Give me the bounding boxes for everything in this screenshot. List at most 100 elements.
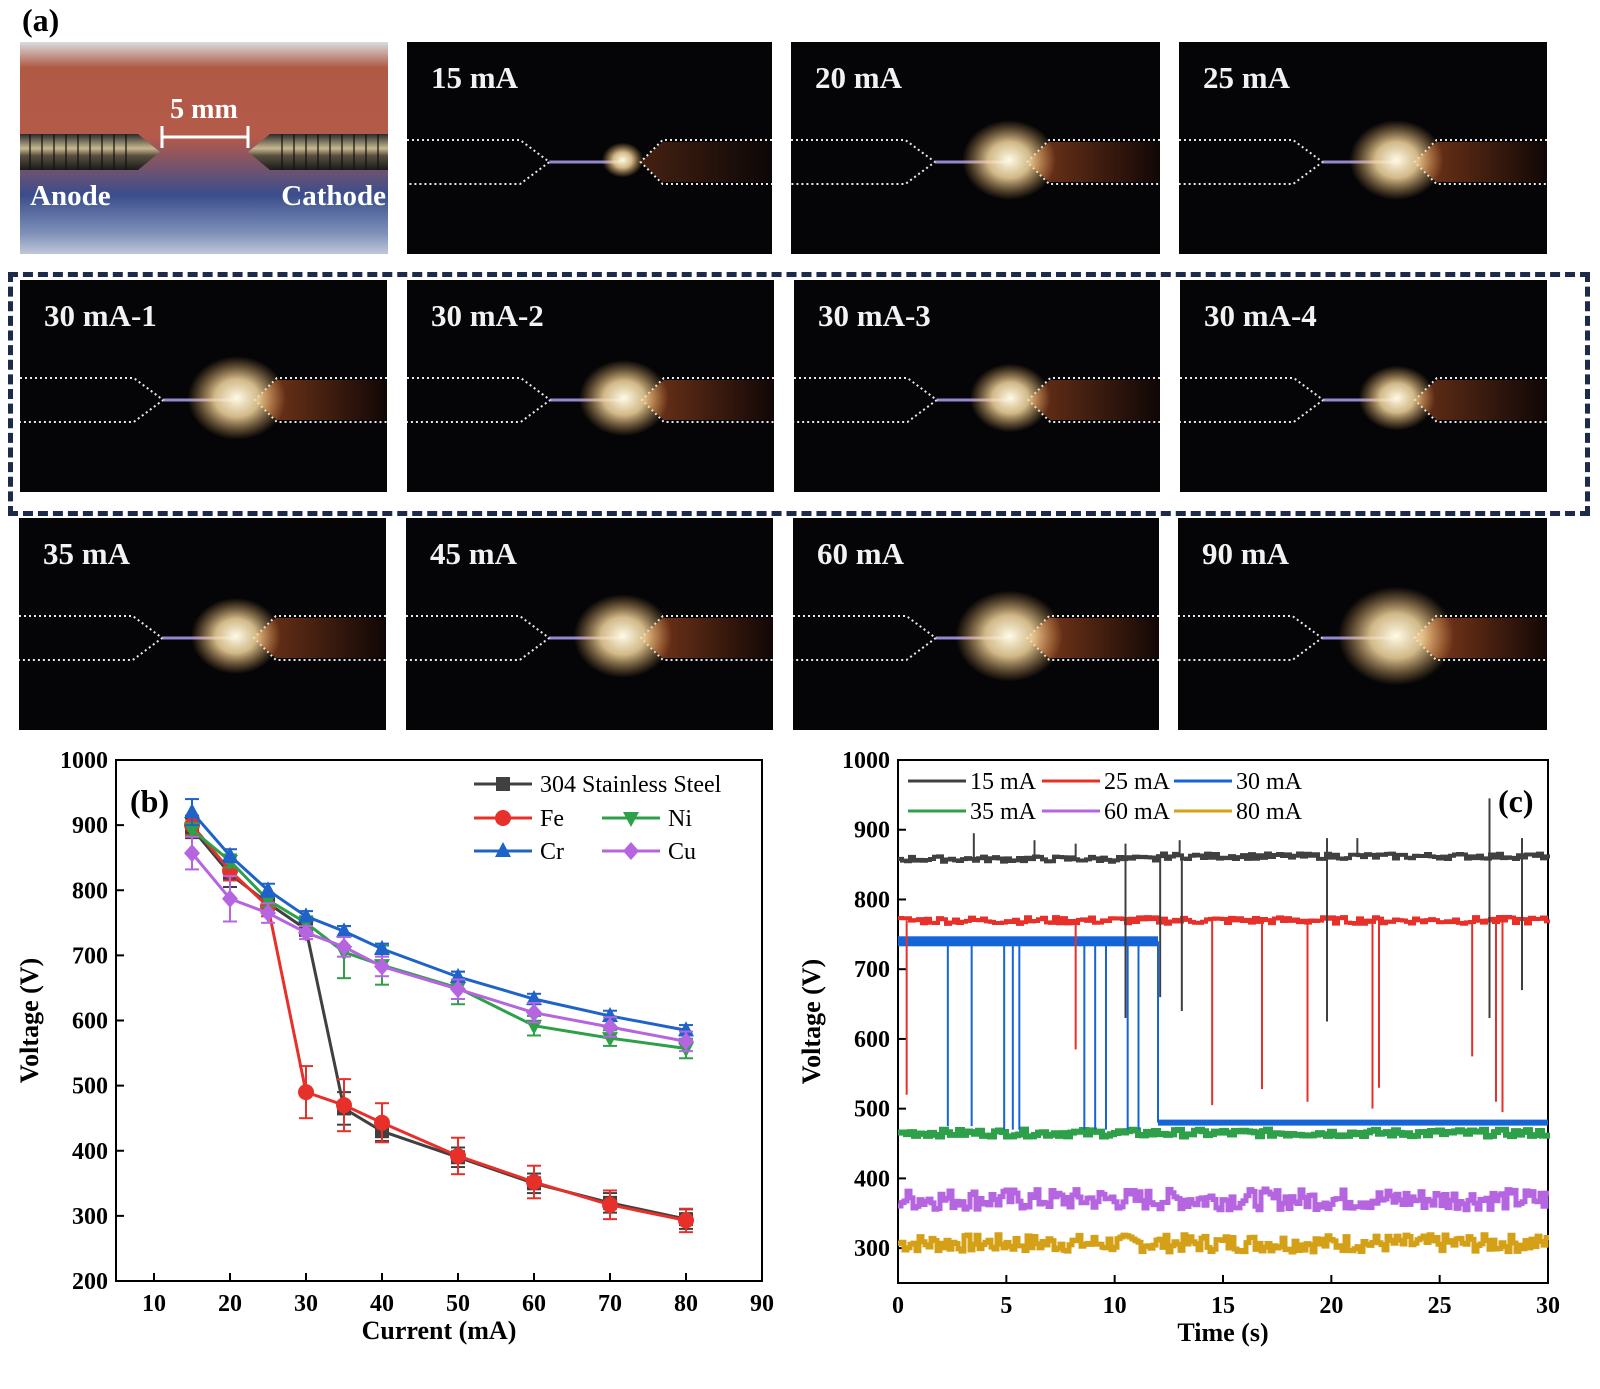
- y-tick-label: 300: [854, 1236, 890, 1262]
- data-point: [526, 1019, 542, 1035]
- x-tick-label: 90: [750, 1291, 774, 1317]
- y-tick-label: 400: [72, 1139, 108, 1165]
- cathode-electrode: [1414, 142, 1547, 182]
- y-tick-label: 500: [72, 1074, 108, 1100]
- y-tick-label: 300: [72, 1204, 108, 1230]
- discharge-glow: [1178, 586, 1547, 686]
- x-tick-label: 20: [1319, 1293, 1343, 1319]
- y-tick-label: 600: [854, 1027, 890, 1053]
- y-axis-label: Voltage (V): [15, 958, 44, 1083]
- dashed-highlight-box: [8, 272, 1590, 516]
- photo-caption: 90 mA: [1202, 536, 1289, 571]
- cathode-electrode: [1414, 380, 1547, 420]
- plasma-glow: [579, 359, 669, 437]
- plasma-glow: [955, 590, 1063, 682]
- panel-c-label: (c): [1498, 783, 1534, 819]
- panel-a-label: (a): [22, 2, 60, 38]
- discharge-glow: [407, 139, 772, 185]
- cathode-electrode: [254, 380, 387, 420]
- cathode-electrode: [1027, 142, 1160, 182]
- photo-caption: 30 mA-1: [44, 298, 157, 333]
- discharge-photo: 25 mA: [1179, 42, 1547, 254]
- discharge-photo: 35 mA: [19, 518, 386, 730]
- discharge-photo: 45 mA: [406, 518, 773, 730]
- data-point: [450, 980, 466, 999]
- x-tick-label: 10: [142, 1291, 166, 1317]
- photo-caption: 15 mA: [431, 60, 518, 95]
- y-tick-label: 200: [72, 1269, 108, 1295]
- series-line: [898, 936, 1158, 947]
- anode-outline: [1178, 615, 1324, 661]
- anode-outline: [793, 615, 938, 661]
- data-point: [184, 844, 200, 863]
- series-line: [898, 1126, 1550, 1140]
- discharge-glow: [406, 594, 773, 678]
- y-tick-label: 900: [72, 813, 108, 839]
- data-point: [526, 1003, 542, 1022]
- discharge-photo: 15 mA: [407, 42, 772, 254]
- series-line: [898, 851, 1550, 864]
- plasma-glow: [187, 356, 287, 440]
- data-point: [678, 1032, 694, 1051]
- data-point: [298, 907, 314, 923]
- data-point: [260, 881, 276, 897]
- x-tick-label: 10: [1103, 1293, 1127, 1319]
- legend-label: Cr: [540, 839, 564, 865]
- legend-label: 30 mA: [1236, 769, 1303, 795]
- anode-outline: [791, 139, 937, 185]
- data-point: [623, 812, 639, 827]
- data-point: [336, 922, 352, 938]
- series-line: [190, 811, 687, 1032]
- x-tick-label: 5: [1000, 1293, 1012, 1319]
- x-tick-label: 30: [294, 1291, 318, 1317]
- plasma-glow: [573, 594, 673, 678]
- data-point: [260, 904, 276, 923]
- plasma-glow: [1358, 365, 1436, 431]
- plasma-glow: [1338, 586, 1455, 686]
- y-tick-label: 500: [854, 1097, 890, 1123]
- y-tick-label: 600: [72, 1009, 108, 1035]
- chart-b: 10 20 30 40 50 60 70 80 90 200 300 400 500 600 700 800 9…: [15, 748, 774, 1345]
- series-line: [898, 1186, 1549, 1213]
- legend-label: 25 mA: [1104, 769, 1171, 795]
- discharge-photo: 90 mA: [1178, 518, 1547, 730]
- legend-label: 80 mA: [1236, 799, 1303, 825]
- photo-caption: 60 mA: [817, 536, 904, 571]
- discharge-photo: 30 mA-4: [1180, 280, 1547, 492]
- data-point: [526, 990, 542, 1006]
- series-line: [190, 852, 687, 1043]
- series-line: [898, 1232, 1549, 1255]
- cathode-electrode: [1028, 380, 1160, 420]
- x-tick-label: 80: [674, 1291, 698, 1317]
- y-tick-label: 900: [854, 818, 890, 844]
- x-tick-label: 15: [1211, 1293, 1235, 1319]
- x-tick-label: 70: [598, 1291, 622, 1317]
- data-point: [336, 1097, 352, 1114]
- anode-outline: [1180, 377, 1325, 423]
- discharge-photo: 30 mA-2: [407, 280, 774, 492]
- data-point: [298, 1084, 314, 1101]
- discharge-glow: [19, 597, 386, 675]
- anode-outline: [20, 377, 165, 423]
- x-tick-label: 25: [1428, 1293, 1452, 1319]
- discharge-glow: [793, 590, 1159, 682]
- y-tick-label: 800: [854, 887, 890, 913]
- discharge-photo: 30 mA-3: [794, 280, 1160, 492]
- data-point: [184, 823, 200, 839]
- data-point: [623, 842, 639, 860]
- x-tick-label: 50: [446, 1291, 470, 1317]
- photo-caption: 20 mA: [815, 60, 902, 95]
- y-tick-label: 700: [72, 943, 108, 969]
- cathode-electrode: [640, 618, 773, 658]
- discharge-photo: 20 mA: [791, 42, 1160, 254]
- y-tick-label: 1000: [60, 748, 108, 774]
- legend-label: 304 Stainless Steel: [540, 772, 722, 798]
- panel-b-label: (b): [130, 783, 169, 819]
- x-tick-label: 0: [892, 1293, 904, 1319]
- data-point: [260, 894, 276, 910]
- photo-caption: 30 mA-4: [1204, 298, 1317, 333]
- data-point: [336, 937, 352, 956]
- data-point: [678, 1212, 694, 1229]
- legend-label: 15 mA: [970, 769, 1037, 795]
- plasma-glow: [969, 363, 1051, 433]
